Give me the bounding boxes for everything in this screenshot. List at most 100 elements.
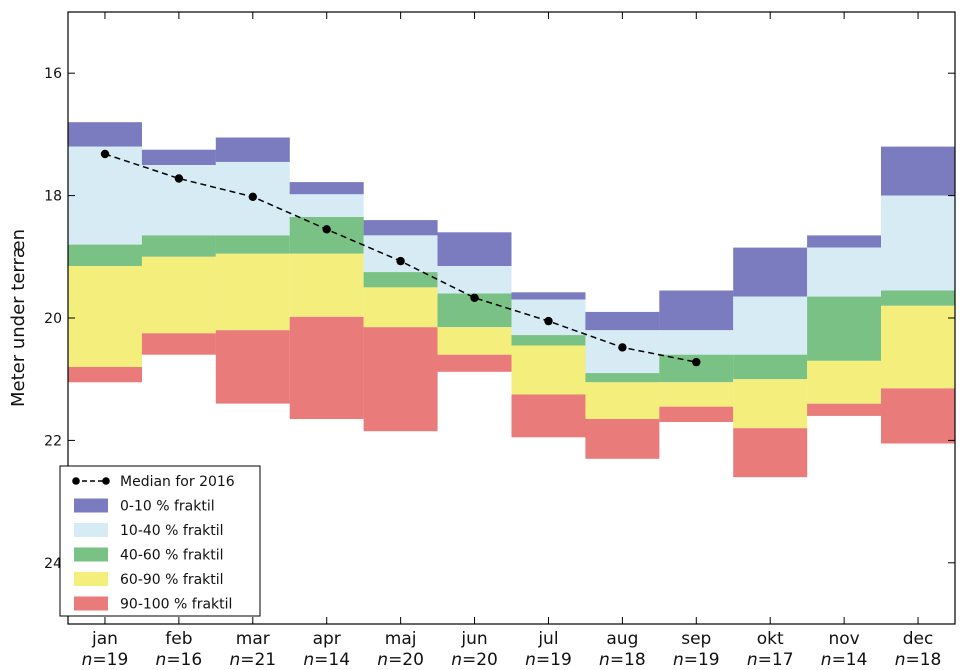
bar-jan-band-1	[68, 122, 142, 147]
x-tick-label: jun	[460, 629, 487, 649]
bar-mar-band-5	[215, 330, 290, 404]
bar-maj-band-4	[363, 287, 438, 328]
x-tick-label: nov	[829, 629, 860, 649]
bar-sep-band-4	[659, 382, 734, 407]
median-point-jul	[544, 316, 553, 326]
x-count-label: n=19	[673, 650, 720, 670]
x-axis: jann=19febn=16marn=21aprn=14majn=20junn=…	[82, 12, 941, 670]
legend-label: Median for 2016	[120, 474, 235, 490]
bar-jun-band-5	[437, 354, 512, 372]
legend-swatch	[74, 596, 108, 611]
bar-apr-band-1	[289, 182, 364, 195]
x-tick-label: mar	[236, 629, 270, 649]
median-point-sep	[692, 357, 701, 367]
legend-swatch	[74, 547, 108, 562]
bar-okt-band-5	[733, 428, 808, 478]
median-point-feb	[174, 174, 184, 183]
bar-jul-band-5	[511, 394, 586, 438]
bar-maj-band-1	[363, 220, 438, 236]
x-tick-label: jul	[537, 629, 558, 649]
bar-dec-band-3	[881, 290, 955, 306]
legend-label: 60-90 % fraktil	[120, 572, 224, 588]
bar-jul-band-3	[511, 335, 586, 346]
bar-maj-band-5	[363, 327, 438, 432]
x-tick-label: apr	[313, 629, 341, 649]
bar-sep-band-1	[659, 290, 734, 331]
bar-nov-band-1	[807, 235, 882, 248]
bar-mar-band-3	[215, 235, 290, 254]
bar-jan-band-4	[68, 266, 142, 367]
bar-maj-band-2	[363, 235, 438, 273]
bar-aug-band-4	[585, 382, 660, 419]
bar-jun-band-1	[437, 232, 512, 266]
legend-label: 90-100 % fraktil	[120, 597, 232, 613]
x-count-label: n=18	[599, 650, 646, 670]
bar-okt-band-2	[733, 296, 808, 355]
bar-aug-band-2	[585, 330, 660, 373]
bar-apr-band-3	[289, 217, 364, 254]
bar-feb-band-4	[141, 256, 216, 334]
bar-feb-band-3	[141, 235, 216, 257]
x-count-label: n=19	[525, 650, 572, 670]
bar-jun-band-2	[437, 266, 512, 294]
y-axis: 16 18 20 22 24	[44, 66, 955, 572]
x-count-label: n=20	[377, 650, 424, 670]
bar-jan-band-2	[68, 146, 142, 245]
bar-jan-band-5	[68, 367, 142, 383]
bar-jun-band-4	[437, 327, 512, 355]
bar-jul-band-4	[511, 345, 586, 395]
bar-apr-band-4	[289, 253, 364, 317]
median-point-mar	[248, 192, 257, 201]
bar-dec-band-4	[881, 305, 955, 389]
legend-box	[59, 465, 261, 617]
y-tick-label: 16	[44, 66, 62, 82]
legend-swatch	[74, 498, 108, 513]
median-point-jun	[470, 293, 479, 302]
bar-nov-band-3	[807, 296, 882, 361]
legend-median-marker	[102, 477, 110, 485]
x-tick-label: okt	[757, 629, 784, 649]
x-count-label: n=21	[229, 650, 276, 670]
legend-swatch	[74, 523, 108, 537]
bar-mar-band-1	[215, 137, 290, 162]
x-tick-label: jan	[91, 629, 118, 649]
bars-group	[68, 122, 955, 478]
bar-aug-band-3	[585, 373, 660, 383]
median-point-jan	[100, 149, 110, 159]
bar-feb-band-1	[141, 149, 216, 165]
bar-sep-band-2	[659, 330, 734, 355]
bar-aug-band-1	[585, 311, 660, 331]
median-point-maj	[396, 256, 405, 266]
bar-apr-band-5	[289, 316, 364, 419]
bar-okt-band-4	[733, 379, 808, 429]
bar-feb-band-5	[141, 333, 216, 355]
bar-dec-band-1	[881, 146, 955, 196]
x-count-label: n=19	[82, 650, 129, 670]
bar-mar-band-4	[215, 253, 290, 331]
bar-dec-band-2	[881, 195, 955, 291]
median-group	[100, 149, 701, 367]
y-tick-label: 20	[44, 311, 62, 327]
bar-aug-band-5	[585, 419, 660, 459]
bar-jul-band-1	[511, 292, 586, 300]
y-axis-label: Meter under terræn	[8, 229, 29, 407]
x-tick-label: sep	[681, 629, 711, 649]
x-count-label: n=20	[451, 650, 498, 670]
bar-sep-band-5	[659, 406, 734, 422]
x-tick-label: maj	[385, 629, 417, 649]
x-tick-label: dec	[903, 629, 934, 649]
bar-maj-band-3	[363, 272, 438, 288]
bar-okt-band-3	[733, 354, 808, 380]
y-tick-label: 24	[44, 556, 62, 572]
legend-label: 40-60 % fraktil	[120, 548, 224, 564]
median-point-apr	[322, 225, 331, 234]
legend: Median for 2016 0-10 % fraktil 10-40 % fra…	[59, 465, 261, 617]
bar-nov-band-4	[807, 360, 882, 404]
legend-label: 0-10 % fraktil	[120, 499, 215, 515]
x-count-label: n=17	[747, 650, 794, 670]
x-count-label: n=14	[821, 650, 868, 670]
x-tick-label: aug	[606, 629, 638, 649]
x-tick-label: feb	[165, 629, 192, 649]
y-tick-label: 18	[44, 189, 62, 205]
